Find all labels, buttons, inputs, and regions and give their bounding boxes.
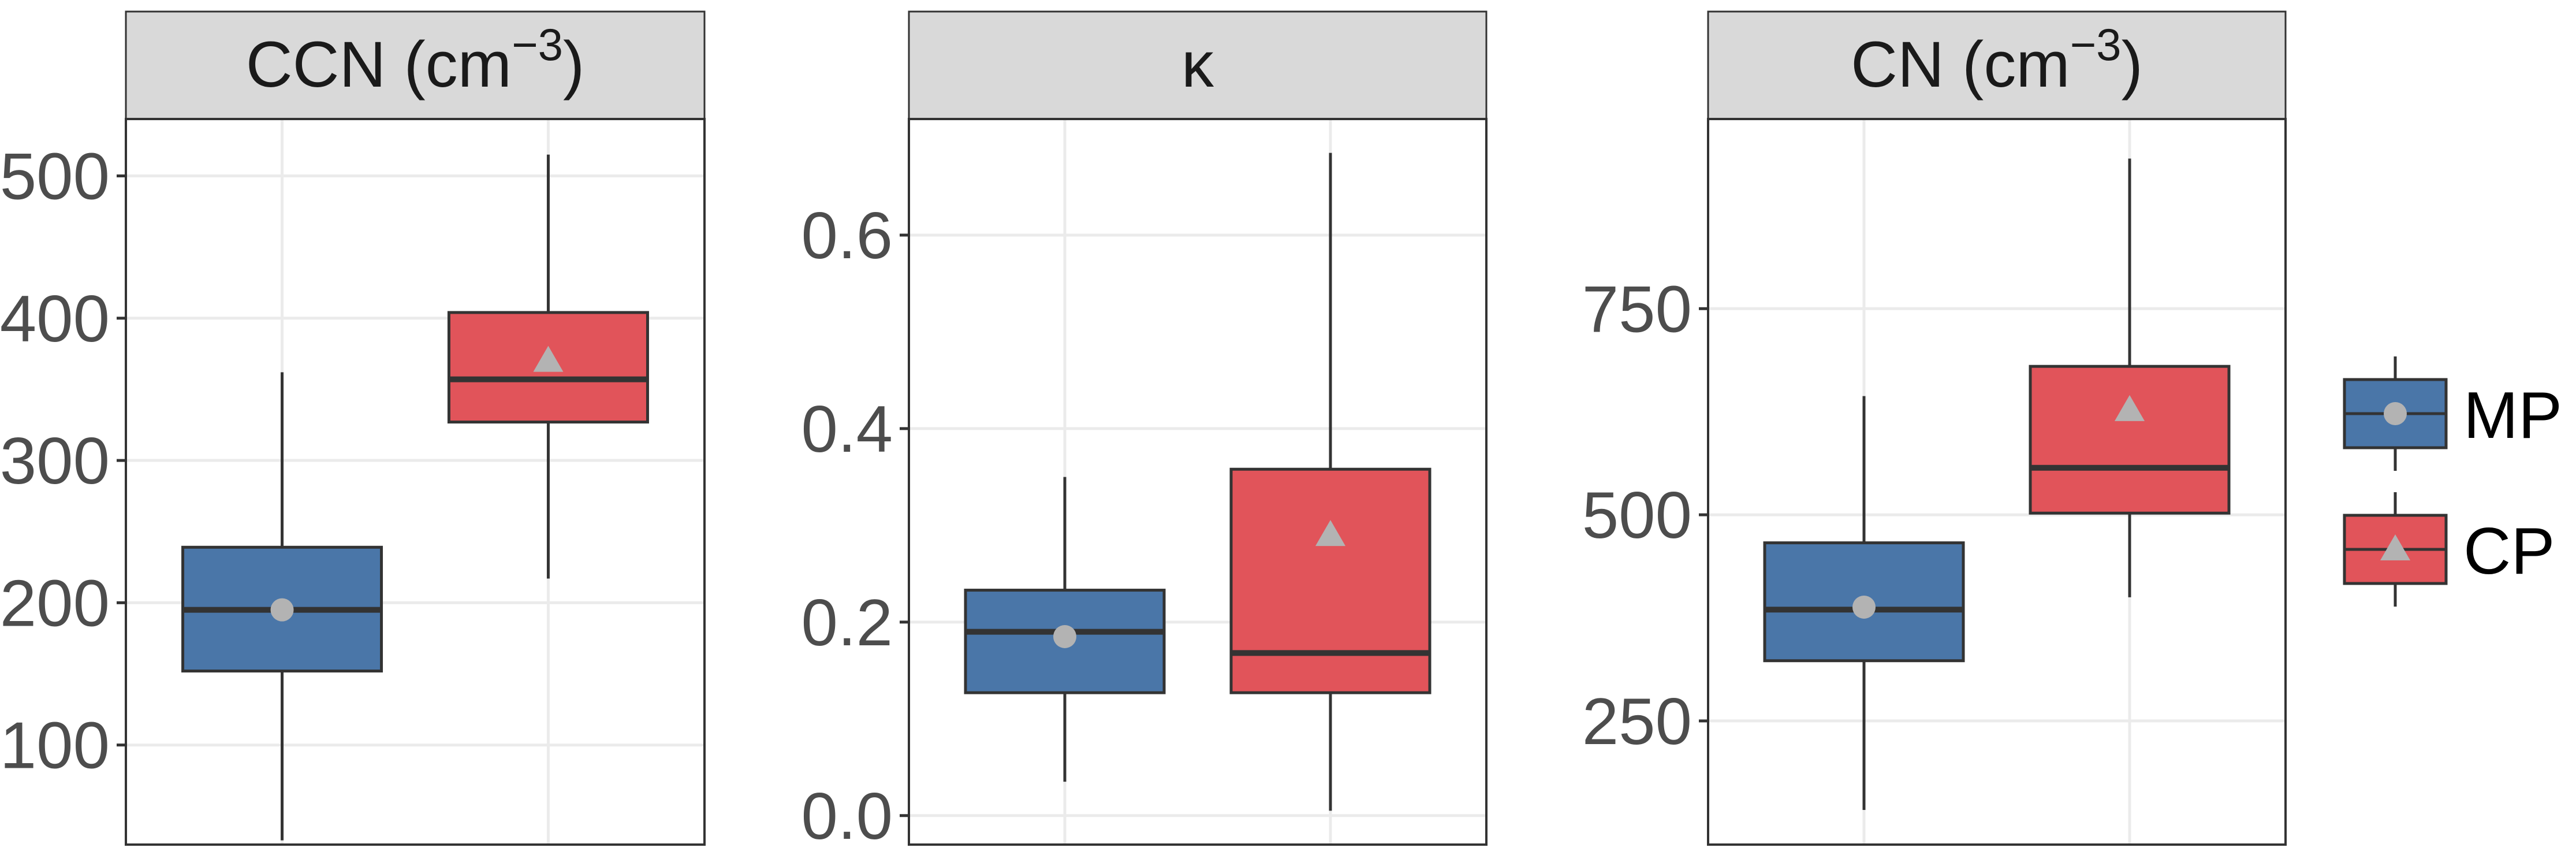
y-tick-label: 200 [0, 567, 110, 640]
legend-key-marker [2384, 402, 2407, 425]
legend: MP CP [2343, 356, 2562, 607]
y-tick-label: 300 [0, 425, 110, 498]
legend-label: MP [2463, 379, 2562, 452]
legend-label: CP [2463, 515, 2555, 588]
box-iqr [2029, 365, 2231, 515]
mean-marker [2115, 395, 2145, 421]
legend-item-cp: CP [2343, 492, 2555, 607]
plot-background [126, 119, 704, 845]
strip-title: κ [1181, 28, 1214, 101]
y-tick-label: 0.6 [801, 199, 893, 273]
mean-marker [270, 598, 294, 622]
strip-header [1707, 10, 2287, 120]
strip-header [908, 10, 1488, 120]
panel-3: CN (cm−3) 250 500 750 [1582, 10, 2287, 846]
y-tick-label: 400 [0, 282, 110, 356]
box-mp [964, 477, 1166, 782]
strip-title: CCN (cm−3) [246, 19, 585, 101]
panel-1: CCN (cm−3) 100 200 300 400 500 [0, 10, 706, 846]
box-iqr [1229, 467, 1431, 694]
y-tick-label: 0.2 [801, 586, 893, 660]
strip-title: CN (cm−3) [1851, 19, 2143, 101]
y-tick-label: 250 [1582, 685, 1692, 759]
mean-marker [533, 345, 564, 372]
legend-item-mp: MP [2343, 356, 2562, 471]
y-tick-label: 750 [1582, 273, 1692, 346]
mean-marker [1315, 520, 1345, 547]
box-mp [1763, 396, 1965, 811]
panel-border [908, 118, 1488, 846]
y-tick-label: 500 [0, 140, 110, 214]
box-cp [447, 154, 649, 579]
panel-border [1707, 118, 2287, 846]
y-tick-label: 0.4 [801, 393, 893, 466]
box-cp [2029, 158, 2231, 597]
box-iqr [1763, 541, 1965, 663]
box-mp [181, 372, 383, 841]
y-tick-label: 0.0 [801, 780, 893, 853]
box-cp [1229, 153, 1431, 811]
y-tick-label: 500 [1582, 479, 1692, 552]
mean-marker [1053, 624, 1076, 648]
y-tick-label: 100 [0, 709, 110, 783]
panel-2: κ 0.0 0.2 0.4 0.6 [801, 10, 1488, 853]
legend-key-marker [2380, 534, 2410, 560]
mean-marker [1852, 595, 1876, 619]
panel-border [125, 118, 706, 846]
